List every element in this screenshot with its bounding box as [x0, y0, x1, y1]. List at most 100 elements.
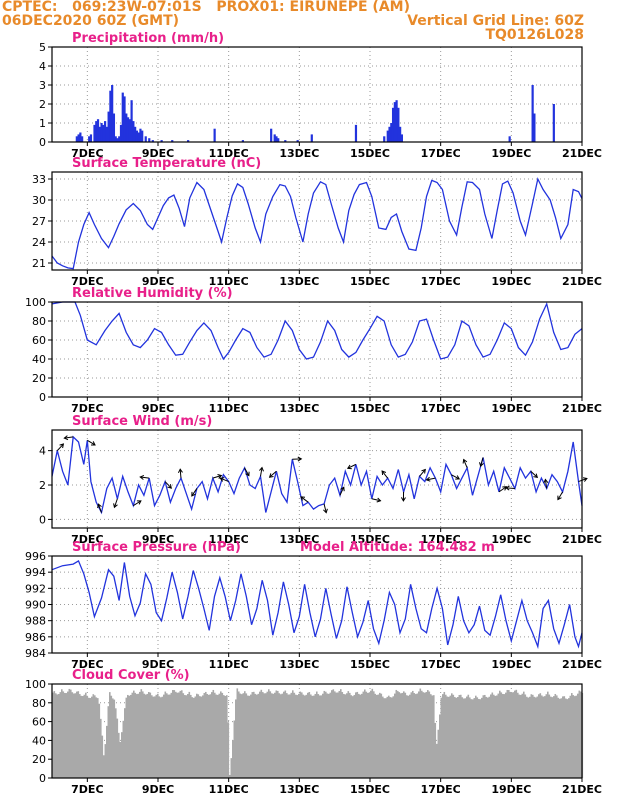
cloud-cover-column — [508, 690, 510, 778]
cloud-cover-column — [68, 688, 71, 778]
cloud-cover-column — [350, 695, 353, 778]
wind-arrow-head — [543, 478, 549, 484]
temperature-xtick-label: 11DEC — [209, 275, 249, 288]
cloud-cover-column — [143, 693, 146, 778]
precip-bar — [141, 130, 144, 142]
cloud-cover-column — [535, 697, 537, 778]
cloud-cover-column — [206, 693, 209, 778]
cloud-cover-column — [110, 695, 113, 778]
cloud-cover-column — [380, 693, 383, 778]
cloud-cover-column — [382, 696, 384, 778]
cloud-cover-column — [467, 694, 470, 778]
humidity-xtick-label: 9DEC — [142, 402, 174, 415]
cloud-cover-column — [155, 694, 158, 778]
cloud-cover-column — [209, 694, 212, 778]
precip-bar — [77, 134, 80, 142]
cloud-cover-column — [404, 692, 407, 778]
cloud-cover-column — [316, 691, 318, 778]
wind-arrow-head — [504, 485, 510, 491]
cloud-cover-column — [358, 693, 360, 778]
cloud-cover-column — [238, 691, 240, 778]
cloud-cover-column — [122, 720, 125, 778]
cloud-cover-column — [545, 694, 548, 778]
cloud-cover-column — [355, 692, 357, 778]
cloud-cover-column — [307, 692, 309, 778]
wind-arrow — [498, 486, 507, 493]
cloud-cover-column — [499, 690, 501, 778]
cloud-cover-column — [523, 691, 525, 778]
cloud-cover-column — [154, 696, 156, 778]
wind-xtick-label: 13DEC — [279, 533, 319, 546]
cloud-cover-column — [554, 693, 557, 778]
cloud-cover-column — [353, 694, 356, 778]
pressure-ytick-label: 986 — [25, 631, 46, 644]
cloud-cover-xtick-label: 13DEC — [279, 783, 319, 796]
cloud-cover-column — [67, 691, 69, 778]
cloud-cover-column — [101, 735, 104, 778]
precip-bar — [552, 104, 555, 142]
cloud-cover-column — [235, 699, 237, 778]
cloud-cover-column — [577, 693, 579, 778]
cloud-cover-column — [88, 697, 90, 778]
cloud-cover-column — [277, 690, 279, 778]
cloud-cover-column — [248, 695, 251, 778]
cloud-cover-column — [230, 758, 233, 778]
humidity-ytick-label: 80 — [32, 315, 46, 328]
wind-arrow — [451, 474, 460, 480]
precip-bar — [151, 140, 154, 142]
precip-bar — [395, 100, 398, 142]
cloud-cover-column — [334, 691, 336, 778]
wind-arrow — [371, 498, 381, 502]
cloud-cover-column — [338, 690, 341, 778]
temperature-xtick-label: 17DEC — [421, 275, 461, 288]
cloud-cover-column — [511, 692, 513, 778]
cloud-cover-column — [157, 693, 159, 778]
precip-bar — [213, 128, 216, 142]
precip-bar — [144, 136, 147, 142]
cloud-cover-column — [317, 694, 320, 778]
cloud-cover-column — [217, 694, 219, 778]
wind-arrow — [64, 436, 74, 439]
cloud-cover-column — [386, 696, 389, 778]
cloud-cover-column — [89, 697, 92, 778]
cloud-cover-column — [505, 692, 507, 778]
wind-arrow — [339, 486, 345, 496]
precip-bar — [391, 107, 395, 142]
cloud-cover-column — [179, 690, 182, 778]
cloud-cover-column — [232, 740, 234, 778]
cloud-cover-column — [214, 692, 216, 778]
cloud-cover-column — [376, 694, 378, 778]
cloud-cover-ytick-label: 80 — [32, 697, 46, 710]
cloud-cover-column — [275, 690, 278, 778]
cloud-cover-column — [313, 695, 315, 778]
cloud-cover-column — [421, 690, 423, 778]
cloud-cover-column — [196, 693, 198, 778]
wind-arrow — [463, 459, 468, 469]
cloud-cover-column — [95, 697, 98, 778]
cloud-cover-column — [263, 693, 266, 778]
wind-arrow — [140, 476, 150, 479]
cloud-cover-column — [413, 693, 416, 778]
cloud-cover-column — [257, 693, 260, 778]
cloud-cover-column — [565, 698, 567, 778]
cloud-cover-column — [395, 689, 398, 778]
pressure-xtick-label: 19DEC — [491, 658, 531, 671]
cloud-cover-column — [83, 694, 86, 778]
cloud-cover-column — [256, 694, 258, 778]
cloud-cover-column — [77, 691, 80, 778]
pressure-ytick-label: 990 — [25, 599, 46, 612]
header-line2-left: 06DEC2020 60Z (GMT) — [2, 13, 180, 29]
wind-arrow-head — [91, 441, 96, 446]
temperature-xtick-label: 9DEC — [142, 275, 174, 288]
cloud-cover-column — [448, 696, 450, 778]
cloud-cover-column — [328, 693, 330, 778]
cloud-cover-title: Cloud Cover (%) — [72, 668, 190, 683]
cloud-cover-column — [283, 691, 285, 778]
wind-arrow-head — [297, 456, 303, 462]
cloud-cover-xtick-label: 15DEC — [350, 783, 390, 796]
precip-bar — [126, 117, 130, 142]
pressure-series-line — [51, 559, 583, 650]
cloud-cover-column — [259, 691, 261, 778]
cloud-cover-column — [433, 695, 435, 778]
